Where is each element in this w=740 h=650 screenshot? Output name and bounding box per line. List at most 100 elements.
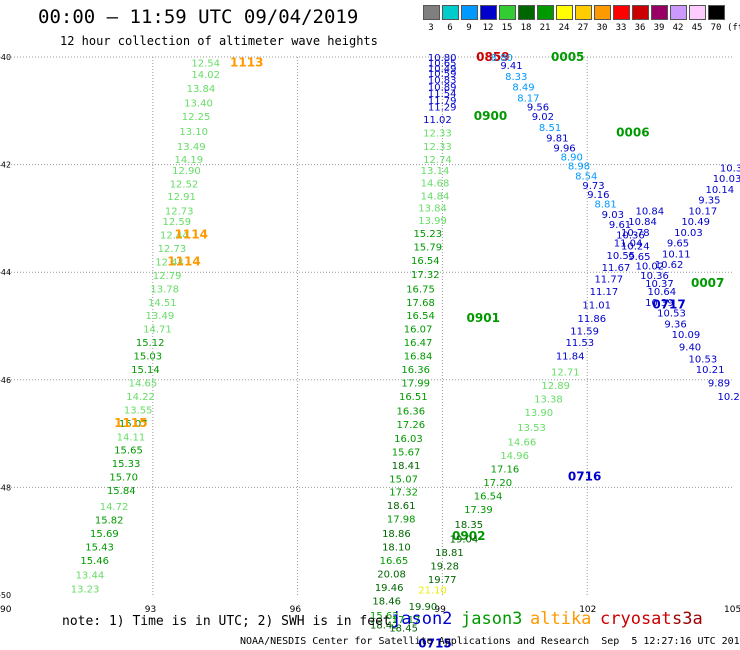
wave-height-value: 11.29 xyxy=(428,102,457,113)
wave-height-value: 14.66 xyxy=(508,438,537,449)
wave-height-value: 11.86 xyxy=(578,314,607,325)
wave-height-value: 11.04 xyxy=(614,239,643,250)
wave-height-value: 16.03 xyxy=(394,434,423,445)
wave-height-value: 10.03 xyxy=(674,228,703,239)
wave-height-value: 15.07 xyxy=(389,474,418,485)
lat-tick-label: -40 xyxy=(0,53,11,62)
scale-label: 9 xyxy=(466,23,472,33)
map-title: 00:00 – 11:59 UTC 09/04/2019 xyxy=(38,6,359,28)
wave-height-value: 10.80 xyxy=(428,53,457,64)
wave-height-value: 10.11 xyxy=(662,249,691,260)
lon-tick-label: 105 xyxy=(724,605,740,615)
wave-height-value: 18.81 xyxy=(435,548,464,559)
wave-height-value: 11.02 xyxy=(423,115,452,126)
wave-height-value: 9.81 xyxy=(546,134,568,145)
wave-height-value: 15.70 xyxy=(109,473,138,484)
wave-height-value: 11.54 xyxy=(428,89,457,100)
wave-height-value: 15.43 xyxy=(85,543,114,554)
wave-height-value: 10.62 xyxy=(655,260,684,271)
wave-height-value: 10.21 xyxy=(696,365,725,376)
wave-height-value: 10.53 xyxy=(657,309,686,320)
wave-height-value: 15.07 xyxy=(119,419,148,430)
wave-height-value: 17.17 xyxy=(392,615,421,626)
wave-height-value: 14.72 xyxy=(100,502,129,513)
footer-credit: NOAA/NESDIS Center for Satellite Applica… xyxy=(240,636,740,647)
wave-height-value: 18.86 xyxy=(382,529,411,540)
lat-tick-label: -44 xyxy=(0,268,11,277)
wave-height-value: 13.84 xyxy=(418,204,447,215)
wave-height-value: 16.36 xyxy=(401,365,430,376)
pass-time-label: 0901 xyxy=(467,311,500,325)
wave-height-value: 12.91 xyxy=(167,192,196,203)
scale-label: 33 xyxy=(615,23,627,33)
scale-label: 70 xyxy=(710,23,722,33)
wave-height-value: 13.84 xyxy=(187,84,216,95)
scale-swatch xyxy=(537,5,554,20)
wave-height-value: 15.65 xyxy=(114,446,143,457)
lat-tick-label: -48 xyxy=(0,483,11,492)
wave-height-value: 8.17 xyxy=(517,93,539,104)
wave-height-value: 14.02 xyxy=(191,70,220,81)
wave-height-value: 12.73 xyxy=(165,206,194,217)
lat-tick-label: -42 xyxy=(0,161,11,170)
wave-height-value: 12.25 xyxy=(182,112,211,123)
wave-height-value: 12.54 xyxy=(191,58,220,69)
wave-height-value: 13.53 xyxy=(517,423,546,434)
wave-height-value: 10.83 xyxy=(428,76,457,87)
pass-time-label: 1115 xyxy=(114,416,147,430)
scale-label: (ft) xyxy=(727,23,740,33)
wave-height-value: 16.47 xyxy=(404,338,433,349)
wave-height-value: 13.10 xyxy=(179,127,208,138)
footer-note: note: 1) Time is in UTC; 2) SWH is in fe… xyxy=(62,614,391,629)
wave-height-value: 10.55 xyxy=(607,251,636,262)
scale-swatch xyxy=(461,5,478,20)
wave-height-value: 13.55 xyxy=(124,405,153,416)
wave-height-value: 13.14 xyxy=(421,166,450,177)
wave-height-value: 12.71 xyxy=(551,368,580,379)
legend-jason3: jason3 xyxy=(461,609,523,629)
wave-height-value: 10.39 xyxy=(645,298,674,309)
pass-time-label: 0715 xyxy=(418,636,451,650)
wave-height-value: 11.77 xyxy=(594,275,623,286)
wave-height-value: 10.24 xyxy=(621,241,650,252)
wave-height-value: 9.41 xyxy=(500,61,522,72)
map-subtitle: 12 hour collection of altimeter wave hei… xyxy=(60,34,378,48)
wave-height-value: 14.51 xyxy=(148,298,177,309)
legend-s3a: s3a xyxy=(672,609,703,629)
scale-label: 27 xyxy=(577,23,589,33)
wave-height-value: 9.02 xyxy=(532,112,554,123)
scale-swatch xyxy=(556,5,573,20)
wave-height-value: 10.49 xyxy=(681,217,710,228)
wave-height-value: 17.32 xyxy=(411,270,440,281)
wave-height-value: 13.49 xyxy=(177,142,206,153)
wave-height-value: 12.90 xyxy=(172,166,201,177)
wave-height-value: 13.49 xyxy=(146,311,175,322)
scale-label: 30 xyxy=(596,23,608,33)
wave-height-value: 9.40 xyxy=(679,342,701,353)
pass-time-label: 1114 xyxy=(167,254,200,268)
wave-height-value: 15.33 xyxy=(112,459,141,470)
wave-height-value: 10.84 xyxy=(628,217,657,228)
wave-height-value: 15.67 xyxy=(392,447,421,458)
wave-height-value: 10.89 xyxy=(428,83,457,94)
wave-height-value: 14.84 xyxy=(421,191,450,202)
wave-height-value: 13.99 xyxy=(418,216,447,227)
wave-height-value: 9.35 xyxy=(698,196,720,207)
pass-time-label: 0902 xyxy=(452,529,485,543)
wave-height-value: 15.12 xyxy=(136,338,165,349)
pass-time-label: 1113 xyxy=(230,55,263,69)
scale-swatch xyxy=(632,5,649,20)
legend-jason2: jason2 xyxy=(391,609,453,629)
scale-label: 15 xyxy=(501,23,513,33)
wave-height-value: 8.81 xyxy=(594,199,616,210)
wave-height-value: 16.36 xyxy=(397,406,426,417)
wave-height-value: 10.02 xyxy=(635,262,664,273)
legend-altika: altika xyxy=(530,609,592,629)
wave-height-value: 16.75 xyxy=(406,284,435,295)
wave-height-value: 10.36 xyxy=(640,271,669,282)
wave-height-value: 15.03 xyxy=(133,352,162,363)
wave-height-value: 18.45 xyxy=(389,623,418,634)
wave-height-value: 17.32 xyxy=(389,488,418,499)
lon-tick-label: 96 xyxy=(290,605,302,615)
